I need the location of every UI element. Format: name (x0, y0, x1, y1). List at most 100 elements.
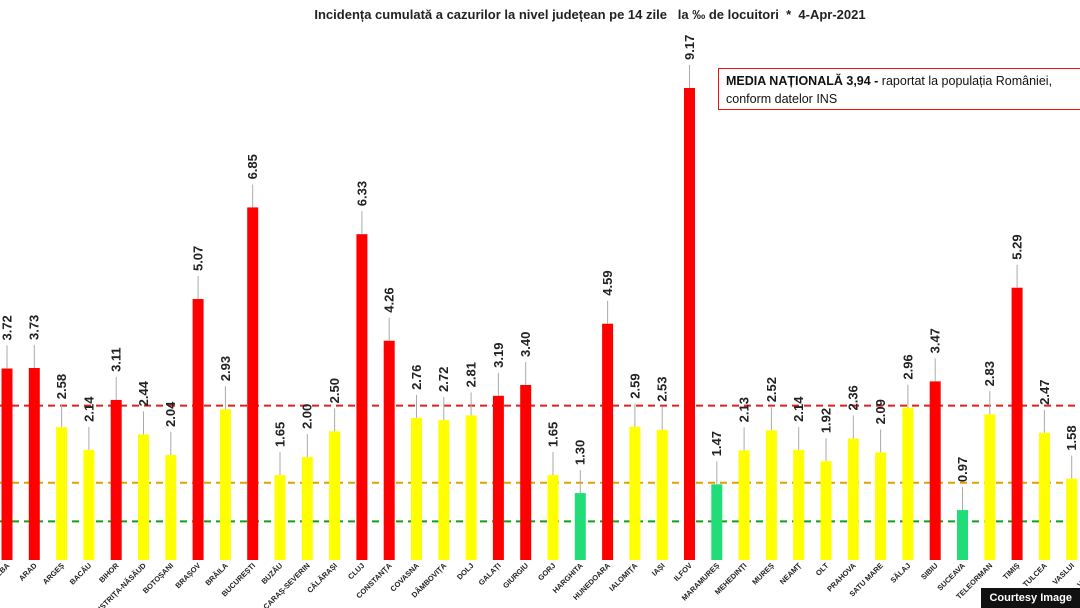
x-tick-label: IAȘI (650, 561, 667, 578)
bar (1, 368, 13, 560)
value-label: 2.13 (737, 397, 752, 422)
value-label: 2.53 (655, 376, 670, 401)
bar (411, 417, 422, 560)
bar (902, 407, 914, 560)
bar (711, 484, 723, 560)
x-tick-label: GALAȚI (477, 561, 503, 587)
x-tick-label: BACĂU (68, 561, 94, 587)
bar (820, 461, 832, 560)
national-average-source: conform datelor INS (726, 92, 838, 106)
bar (629, 426, 641, 560)
bar (929, 381, 941, 560)
bar (383, 340, 395, 560)
bar (465, 415, 477, 560)
value-label: 5.29 (1010, 234, 1025, 259)
x-tick-label: DOLJ (455, 561, 476, 582)
bar (765, 430, 777, 560)
value-label: 3.72 (0, 315, 14, 340)
bar (329, 431, 341, 560)
x-tick-label: NEAMȚ (778, 561, 804, 587)
value-label: 0.97 (955, 457, 970, 482)
x-tick-label: TULCEA (1021, 561, 1049, 589)
x-tick-label: BISTRIȚA-NĂSĂUD (93, 561, 149, 608)
value-label: 3.19 (491, 342, 506, 367)
threshold-lines (0, 404, 1080, 523)
bar (738, 450, 750, 560)
bar (656, 429, 668, 560)
bar (110, 399, 122, 560)
value-label: 5.07 (191, 246, 206, 271)
value-label: 2.14 (81, 396, 96, 422)
value-label: 6.85 (245, 154, 260, 179)
x-tick-label: GIURGIU (501, 561, 530, 590)
value-label: 3.47 (928, 328, 943, 353)
image-credit: Courtesy Image (981, 588, 1080, 608)
value-label: 2.76 (409, 365, 424, 390)
value-label: 2.83 (982, 361, 997, 386)
x-tick-label: VASLUI (1051, 561, 1076, 586)
bar (56, 427, 68, 560)
bar (28, 368, 40, 560)
value-label: 1.30 (573, 440, 588, 465)
value-label: 3.11 (109, 347, 124, 372)
x-tick-label: ALBA (0, 561, 12, 583)
x-tick-label: MUREȘ (750, 561, 776, 587)
x-tick-label: CARAȘ-SEVERIN (261, 561, 311, 608)
value-label: 2.44 (136, 380, 151, 406)
x-tick-label: GORJ (536, 561, 557, 582)
value-label: 2.52 (764, 377, 779, 402)
value-label: 2.00 (300, 404, 315, 429)
bar (547, 475, 559, 560)
bar (192, 299, 204, 560)
x-tick-label: BUZĂU (259, 561, 284, 586)
value-labels: 3.72 3.73 2.58 2.14 3.11 2.44 2.04 5.07 2.93 6.85… (0, 35, 1079, 511)
value-label: 2.47 (1037, 380, 1052, 405)
value-label: 2.14 (791, 396, 806, 422)
national-average-bold: MEDIA NAȚIONALĂ 3,94 - (726, 74, 879, 88)
value-label: 2.04 (163, 401, 178, 427)
national-average-text: raportat la populația României, (878, 74, 1053, 88)
bar (875, 452, 887, 560)
value-label: 1.65 (272, 422, 287, 447)
bars (1, 88, 1078, 561)
bar (684, 88, 695, 560)
bar (1038, 432, 1050, 560)
bar (219, 409, 231, 560)
bar (138, 434, 149, 560)
bar (83, 449, 95, 560)
x-tick-label: SĂLAJ (889, 561, 913, 585)
value-label: 3.40 (518, 332, 533, 357)
x-tick-label: IALOMIȚA (607, 561, 639, 593)
value-label: 2.09 (873, 399, 888, 424)
bar (984, 414, 996, 560)
x-tick-label: TIMIȘ (1001, 561, 1022, 582)
x-tick-label: BRĂILA (203, 561, 230, 588)
value-label: 2.81 (464, 362, 479, 387)
bar (356, 234, 368, 560)
bar (438, 419, 450, 560)
value-label: 1.58 (1064, 425, 1079, 450)
bar (247, 207, 259, 561)
value-label: 2.59 (627, 373, 642, 398)
bar (793, 449, 805, 560)
x-tick-label: BRAȘOV (173, 561, 202, 590)
bar (492, 395, 504, 560)
value-label: 2.72 (436, 367, 451, 392)
bar (602, 323, 614, 560)
x-tick-label: ILFOV (672, 561, 694, 583)
bar (301, 457, 313, 560)
x-tick-label: BIHOR (97, 561, 121, 585)
value-label: 4.59 (600, 270, 615, 295)
x-tick-labels: ALBA ARAD ARGEȘ BACĂU BIHORBISTRIȚA-NĂSĂUDBO… (0, 561, 1080, 608)
value-label: 1.47 (709, 431, 724, 456)
value-label: 9.17 (682, 35, 697, 60)
x-tick-label: ARAD (17, 561, 39, 583)
value-label: 1.65 (545, 422, 560, 447)
x-tick-label: OLT (814, 561, 831, 578)
national-average-note: MEDIA NAȚIONALĂ 3,94 - raportat la popul… (718, 68, 1080, 110)
bar (520, 384, 532, 560)
x-tick-label: VÂLCEA (1075, 561, 1080, 590)
bar (957, 510, 968, 560)
value-label: 1.92 (818, 408, 833, 433)
